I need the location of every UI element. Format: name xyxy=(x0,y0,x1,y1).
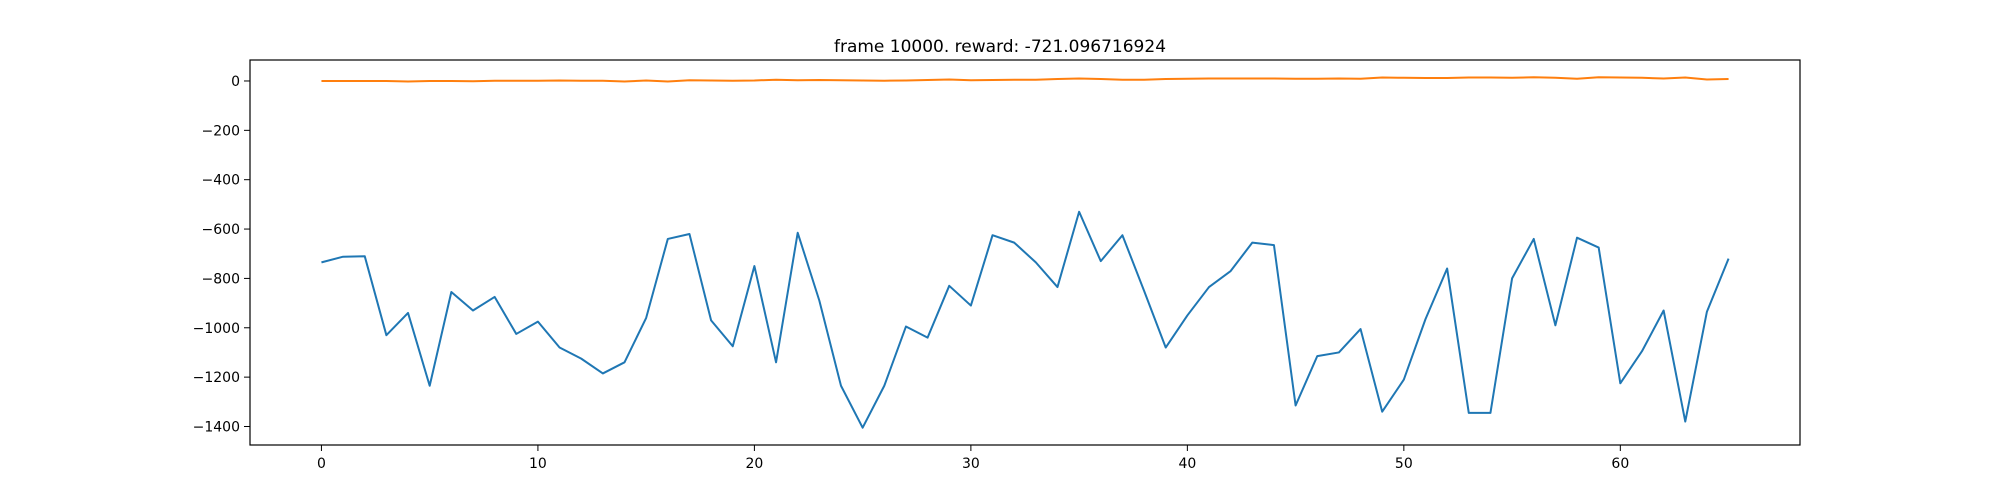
x-tick-label: 0 xyxy=(317,456,326,472)
y-tick-label: −1200 xyxy=(193,370,240,386)
x-tick-label: 40 xyxy=(1178,456,1196,472)
series-layer xyxy=(321,76,1730,429)
x-tick-label: 10 xyxy=(529,456,547,472)
x-tick-label: 50 xyxy=(1395,456,1413,472)
x-axis: 0 10 20 30 40 50 60 xyxy=(317,445,1629,472)
y-tick-label: −400 xyxy=(202,173,240,189)
chart-title: frame 10000. reward: -721.096716924 xyxy=(834,37,1166,57)
series-line-1 xyxy=(321,210,1730,429)
y-tick-label: 0 xyxy=(231,74,240,90)
y-tick-label: −200 xyxy=(202,123,240,139)
series-line-2 xyxy=(321,76,1729,83)
x-tick-label: 20 xyxy=(745,456,763,472)
x-tick-label: 60 xyxy=(1611,456,1629,472)
y-axis: 0 −200 −400 −600 −800 −1000 −1200 −1400 xyxy=(193,74,250,435)
plot-frame xyxy=(249,59,1801,446)
x-tick-label: 30 xyxy=(962,456,980,472)
y-tick-label: −800 xyxy=(202,271,240,287)
y-tick-label: −600 xyxy=(202,222,240,238)
y-tick-label: −1400 xyxy=(193,419,240,435)
y-tick-label: −1000 xyxy=(193,321,240,337)
